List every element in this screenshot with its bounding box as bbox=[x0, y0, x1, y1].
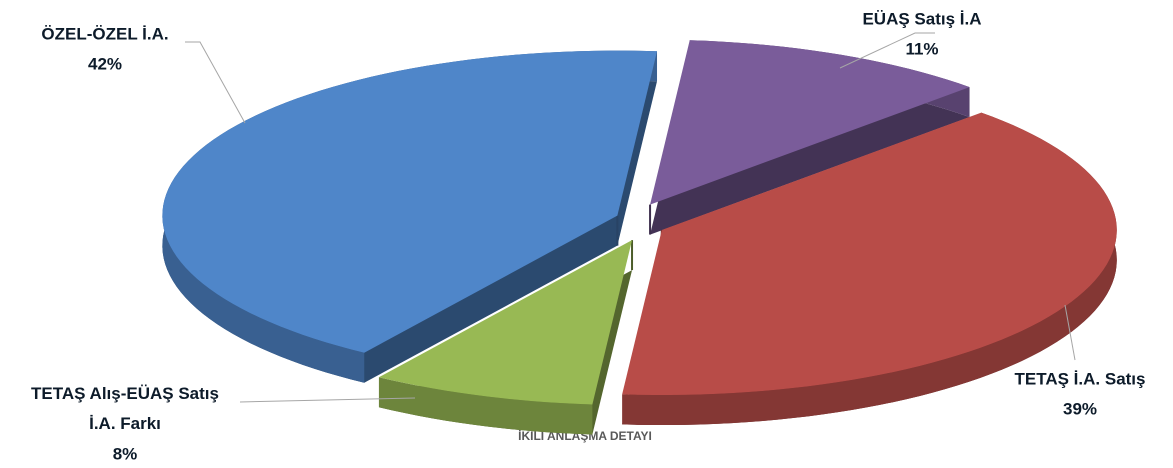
slice-wall bbox=[378, 377, 593, 435]
data-label-value: 11% bbox=[905, 39, 938, 58]
slice bbox=[162, 50, 658, 353]
slice bbox=[649, 40, 970, 235]
slice bbox=[162, 50, 658, 383]
slice-wall bbox=[622, 112, 1117, 426]
leader-line bbox=[239, 397, 416, 403]
leader-line bbox=[185, 41, 246, 124]
label-line: TETAŞ Alış-EÜAŞ Satış bbox=[31, 384, 219, 403]
leader-line bbox=[839, 32, 935, 69]
slice bbox=[378, 240, 633, 405]
slice bbox=[650, 40, 970, 205]
leader-line bbox=[1064, 304, 1076, 361]
slice bbox=[622, 112, 1117, 396]
data-label-value: 39% bbox=[1063, 399, 1097, 418]
data-label-name: EÜAŞ Satış İ.A bbox=[862, 9, 981, 28]
data-label-name: ÖZEL-ÖZEL İ.A. bbox=[41, 24, 168, 43]
slice bbox=[622, 112, 1117, 426]
data-label-value: 42% bbox=[88, 54, 122, 73]
slice bbox=[378, 240, 634, 435]
data-label-name: TETAŞ İ.A. Satış bbox=[1015, 369, 1146, 388]
data-label-value: 8% bbox=[113, 444, 138, 463]
data-label-name: TETAŞ Alış-EÜAŞ Satış İ.A. Farkı bbox=[31, 384, 219, 433]
label-line: İ.A. Farkı bbox=[89, 414, 161, 433]
